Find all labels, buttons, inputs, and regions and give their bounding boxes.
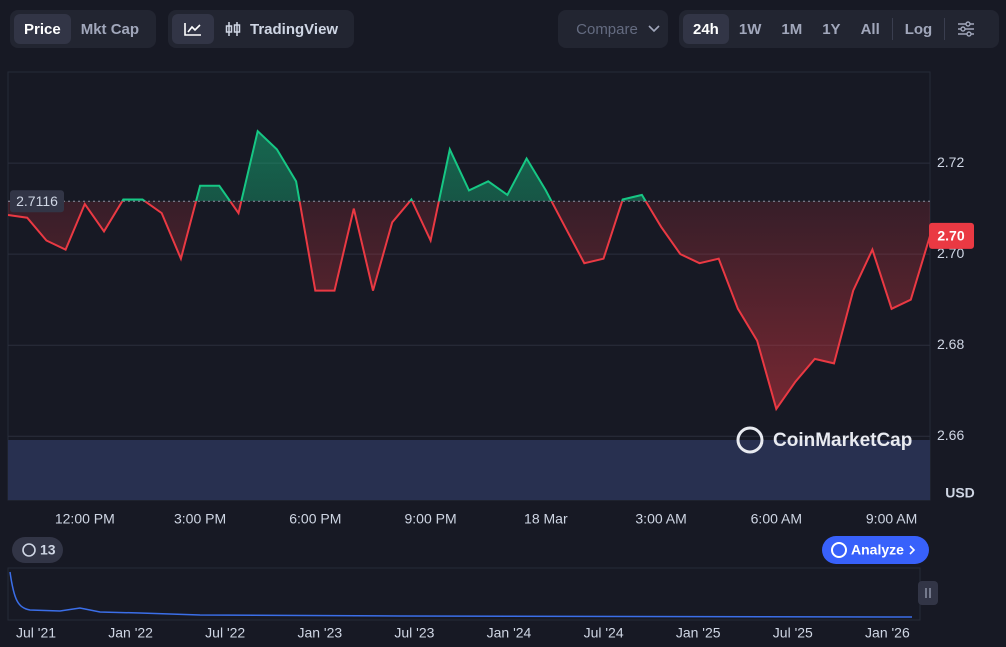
navigator-label: Jan '23 [297, 625, 342, 641]
watermark-logo [736, 426, 764, 454]
price-mode-tabs: Price Mkt Cap [10, 10, 156, 48]
x-tick-label: 12:00 PM [55, 511, 115, 527]
navigator-label: Jul '23 [394, 625, 434, 641]
x-tick-label: 18 Mar [524, 511, 568, 527]
x-tick-label: 6:00 PM [289, 511, 341, 527]
button-bg [822, 536, 929, 564]
range[interactable]: 24h [683, 14, 729, 44]
last-price-label: 2.70 [937, 228, 964, 244]
label: Compare [576, 20, 638, 38]
candle-icon [225, 22, 241, 36]
chart-style-tabs: TradingView [168, 10, 354, 48]
separator [944, 18, 946, 40]
navigator-label: Jul '22 [205, 625, 245, 641]
log-button[interactable]: Log [904, 20, 933, 38]
watermark-text: CoinMarketCap [773, 430, 912, 451]
analyze-button[interactable]: Analyze [822, 536, 929, 564]
range[interactable]: All [860, 20, 880, 38]
analyze-icon [831, 542, 847, 558]
y-unit: USD [945, 485, 975, 501]
y-tick-label: 2.68 [937, 336, 964, 352]
x-tick-label: 3:00 AM [635, 511, 686, 527]
compare-dropdown[interactable]: Compare [558, 10, 668, 48]
chevron [648, 25, 660, 33]
tab[interactable]: Price [14, 14, 71, 44]
area-up [122, 131, 646, 202]
chevron [909, 545, 916, 555]
navigator-label: Jul '24 [584, 625, 624, 641]
navigator-label: Jan '26 [865, 625, 910, 641]
x-tick-label: 6:00 AM [751, 511, 802, 527]
range-tabs: 24h 1W 1M 1Y All Log [679, 10, 999, 48]
history-count: 13 [40, 542, 56, 558]
price-line-up [121, 129, 647, 202]
separator [891, 18, 893, 40]
history-icon [22, 543, 36, 557]
badge-bg [12, 537, 63, 563]
line-icon [184, 23, 201, 36]
range[interactable]: 1Y [822, 20, 841, 38]
navigator-label: Jan '25 [676, 625, 721, 641]
navigator [7, 567, 921, 621]
last-price-bg [929, 222, 974, 249]
tab[interactable]: Mkt Cap [80, 20, 140, 38]
tradingview-button[interactable]: TradingView [214, 14, 348, 44]
history-badge[interactable]: 13 [12, 537, 63, 563]
x-tick-label: 9:00 AM [866, 511, 917, 527]
navigator-handle[interactable] [918, 581, 938, 605]
navigator-label: Jul '21 [16, 625, 56, 641]
analyze-label: Analyze [851, 542, 904, 558]
x-tick-label: 9:00 PM [405, 511, 457, 527]
range[interactable]: 1W [738, 20, 762, 38]
watermark: CoinMarketCap [736, 426, 912, 454]
navigator-label: Jan '24 [487, 625, 532, 641]
settings-icon [958, 21, 975, 37]
baseline-label-bg [10, 190, 64, 213]
settings-button[interactable] [947, 14, 985, 44]
navigator-line [9, 571, 913, 618]
range[interactable]: 1M [781, 20, 803, 38]
price-line-down [8, 201, 930, 412]
area-down [8, 201, 930, 409]
volume-area [8, 440, 930, 500]
x-tick-label: 3:00 PM [174, 511, 226, 527]
y-tick-label: 2.72 [937, 154, 964, 170]
navigator-label: Jul '25 [773, 625, 813, 641]
handle-grip [925, 588, 931, 598]
navigator-label: Jan '22 [108, 625, 153, 641]
y-tick-label: 2.66 [937, 427, 964, 443]
label: TradingView [250, 20, 339, 38]
line-chart-button[interactable] [172, 14, 214, 44]
baseline-label: 2.7116 [16, 193, 58, 209]
